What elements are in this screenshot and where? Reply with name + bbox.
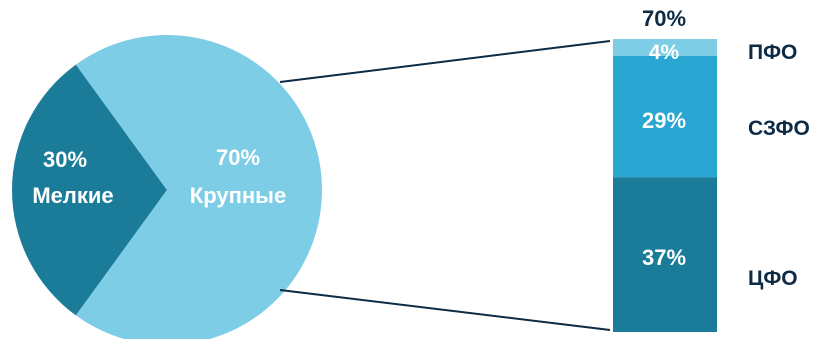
bar-total-label: 70% [642, 6, 686, 31]
bar-region-szfo: СЗФО [748, 117, 810, 140]
connector-lines [279, 40, 611, 331]
bar-segment-pfo [613, 39, 717, 56]
bar-segment-cfo-pct: 37% [642, 245, 686, 270]
bar-region-pfo: ПФО [748, 41, 797, 64]
pie-slice-large [75, 35, 322, 339]
bar-segment-szfo-pct: 29% [642, 108, 686, 133]
pie-slice-large-name: Крупные [190, 183, 286, 208]
stacked-bar [613, 39, 717, 332]
bar-segment-cfo [613, 177, 717, 332]
bar-segment-szfo [613, 55, 717, 178]
pie-slice-small-name: Мелкие [32, 183, 113, 208]
bar-region-cfo: ЦФО [748, 267, 798, 290]
connector-line-bottom [279, 289, 611, 331]
pie [11, 35, 322, 339]
connector-line-top [279, 40, 611, 83]
pie-slice-small-pct: 30% [43, 147, 87, 172]
bar-segment-pfo-pct: 4% [649, 41, 680, 64]
pie-slice-small [11, 64, 167, 316]
pie-slice-large-pct: 70% [216, 145, 260, 170]
